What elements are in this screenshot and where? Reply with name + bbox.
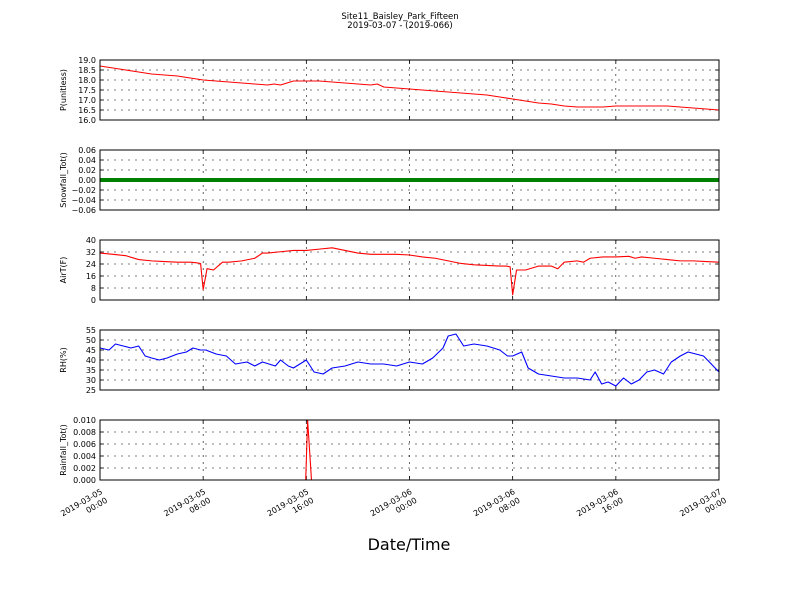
series-line-0	[99, 247, 720, 296]
y-tick-label: 0.002	[73, 464, 96, 473]
y-axis-label: Snowfall_Tot()	[59, 152, 68, 208]
y-tick-label: −0.02	[71, 186, 96, 195]
y-axis-label: RH(%)	[59, 347, 68, 372]
plot-frame	[99, 419, 720, 481]
y-tick-label: 18.5	[78, 66, 96, 75]
y-axis-label: Rainfall_Tot()	[59, 424, 68, 476]
plot-frame	[99, 239, 720, 301]
y-tick-label: 16	[86, 272, 96, 281]
y-axis-label: P(unitless)	[59, 69, 68, 111]
y-tick-label: 25	[86, 386, 96, 395]
y-tick-label: 40	[86, 236, 96, 245]
y-tick-label: 16.0	[78, 116, 96, 125]
panel-2: 0 8 16 24 32 40 AirT(F)	[59, 236, 720, 305]
y-tick-label: 0.04	[78, 156, 96, 165]
y-tick-label: 0.06	[78, 146, 96, 155]
plot-frame	[99, 59, 720, 121]
x-tick-label: 2019-03-0500:00	[59, 487, 109, 527]
x-axis-label: Date/Time	[368, 535, 451, 554]
x-tick-label: 2019-03-0700:00	[678, 487, 728, 527]
y-tick-label: 0	[91, 296, 96, 305]
y-tick-label: −0.06	[71, 206, 96, 215]
y-tick-label: 19.0	[78, 56, 96, 65]
y-tick-label: 40	[86, 356, 96, 365]
y-tick-label: 0.004	[73, 452, 96, 461]
plot-frame	[99, 149, 720, 211]
y-tick-label: 0.02	[78, 166, 96, 175]
y-tick-label: 45	[86, 346, 96, 355]
x-tick-label: 2019-03-0508:00	[162, 487, 212, 527]
y-tick-label: 17.5	[78, 86, 96, 95]
panel-4: 0.000 0.002 0.004 0.006 0.008 0.010 Rainfall_T…	[59, 416, 720, 485]
y-tick-label: 0.000	[73, 476, 96, 485]
y-tick-label: 50	[86, 336, 96, 345]
x-tick-label: 2019-03-0516:00	[266, 487, 316, 527]
x-tick-label: 2019-03-0616:00	[575, 487, 625, 527]
x-tick-label: 2019-03-0608:00	[472, 487, 522, 527]
y-tick-label: 24	[86, 260, 96, 269]
y-tick-label: 16.5	[78, 106, 96, 115]
y-tick-label: 0.010	[73, 416, 96, 425]
x-axis-ticks: 2019-03-0500:00 2019-03-0508:00 2019-03-05…	[59, 487, 728, 527]
y-tick-label: 32	[86, 248, 96, 257]
y-tick-label: 17.0	[78, 96, 96, 105]
figure-title-line1: Site11_Baisley_Park_Fifteen	[341, 12, 458, 22]
series-line-0	[99, 333, 720, 387]
panels: 16.016.517.017.518.018.519.0 P(unitless) −…	[59, 56, 720, 485]
panel-1: −0.06−0.04−0.020.000.020.040.06 Snowfall_…	[59, 146, 720, 215]
y-tick-label: 30	[86, 376, 96, 385]
y-tick-label: 0.00	[78, 176, 96, 185]
y-axis-label: AirT(F)	[59, 257, 68, 284]
panel-0: 16.016.517.017.518.018.519.0 P(unitless)	[59, 56, 720, 125]
plot-frame	[99, 329, 720, 391]
y-tick-label: 35	[86, 366, 96, 375]
y-tick-label: −0.04	[71, 196, 96, 205]
x-tick-label: 2019-03-0600:00	[369, 487, 419, 527]
y-tick-label: 8	[91, 284, 96, 293]
y-tick-label: 0.006	[73, 440, 96, 449]
y-tick-label: 18.0	[78, 76, 96, 85]
y-tick-label: 0.008	[73, 428, 96, 437]
y-tick-label: 55	[86, 326, 96, 335]
series-line-0	[99, 65, 720, 111]
figure-title-line2: 2019-03-07 - (2019-066)	[347, 21, 452, 31]
